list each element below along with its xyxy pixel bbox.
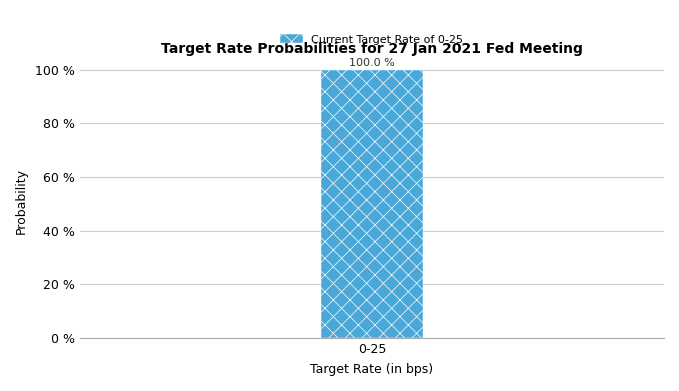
Title: Target Rate Probabilities for 27 Jan 2021 Fed Meeting: Target Rate Probabilities for 27 Jan 202… <box>161 42 583 56</box>
Bar <box>320 70 423 338</box>
X-axis label: Target Rate (in bps): Target Rate (in bps) <box>310 363 433 376</box>
Legend: Current Target Rate of 0-25: Current Target Rate of 0-25 <box>280 34 463 45</box>
Y-axis label: Probability: Probability <box>15 168 28 234</box>
Text: 100.0 %: 100.0 % <box>349 58 394 68</box>
